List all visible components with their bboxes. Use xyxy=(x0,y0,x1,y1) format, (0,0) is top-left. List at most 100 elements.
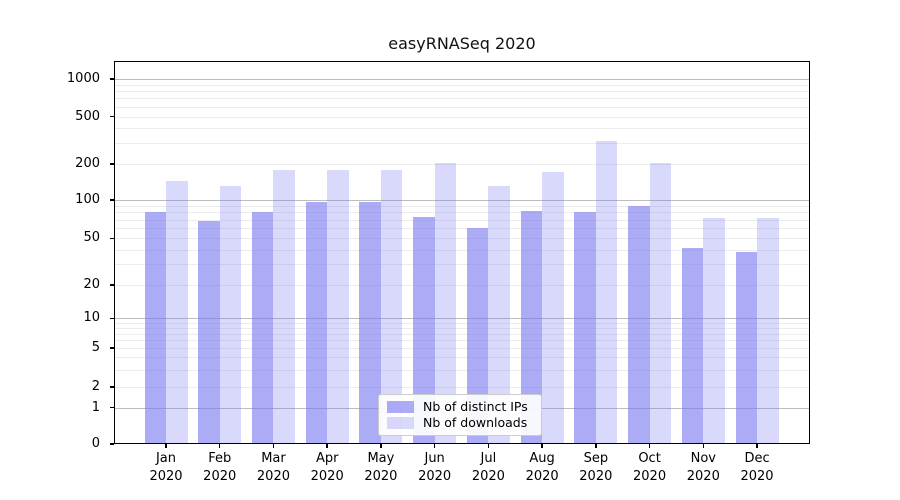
bar-downloads-dec xyxy=(757,218,779,444)
chart-title: easyRNASeq 2020 xyxy=(388,34,536,53)
x-tick-mark xyxy=(272,444,275,448)
y-tick-label: 100 xyxy=(75,192,100,207)
major-gridline xyxy=(114,200,810,201)
x-tick-label-aug: Aug 2020 xyxy=(525,451,559,484)
minor-gridline xyxy=(114,164,810,165)
minor-gridline xyxy=(114,333,810,335)
bar-distinct-ips-nov xyxy=(681,248,704,444)
y-tick-label: 0 xyxy=(91,436,100,451)
bar-distinct-ips-feb xyxy=(198,221,220,444)
minor-gridline xyxy=(114,228,810,230)
x-tick-mark xyxy=(595,444,597,448)
x-tick-mark xyxy=(541,444,543,448)
bar-downloads-aug xyxy=(542,172,564,444)
plot-area xyxy=(114,61,810,444)
x-tick-label-jan: Jan 2020 xyxy=(149,451,183,484)
bar-distinct-ips-apr xyxy=(305,202,328,444)
minor-gridline xyxy=(114,116,810,118)
legend-item-distinct-ips: Nb of distinct IPs xyxy=(387,398,533,414)
minor-gridline xyxy=(114,143,810,145)
x-tick-label-mar: Mar 2020 xyxy=(256,451,290,484)
bar-distinct-ips-mar xyxy=(251,212,274,444)
minor-gridline xyxy=(114,219,810,221)
bar-downloads-jun xyxy=(434,162,457,444)
x-tick-mark xyxy=(219,444,221,448)
y-tick-label: 1 xyxy=(91,399,100,415)
y-tick-label: 1000 xyxy=(66,71,100,86)
y-tick-label: 10 xyxy=(83,310,100,326)
major-gridline xyxy=(114,79,810,80)
x-tick-label-apr: Apr 2020 xyxy=(310,451,344,484)
minor-gridline xyxy=(114,369,810,371)
bar-distinct-ips-jun xyxy=(413,216,435,444)
x-tick-mark xyxy=(756,444,758,448)
y-tick-mark xyxy=(109,199,114,201)
minor-gridline xyxy=(114,357,810,359)
legend-item-downloads: Nb of downloads xyxy=(387,416,533,430)
x-tick-label-feb: Feb 2020 xyxy=(203,451,237,484)
x-tick-label-dec: Dec 2020 xyxy=(740,451,774,484)
y-tick-label: 200 xyxy=(75,156,100,171)
bar-downloads-apr xyxy=(327,170,349,444)
legend: Nb of distinct IPs Nb of downloads xyxy=(378,394,542,436)
bar-downloads-sep xyxy=(595,141,618,444)
x-tick-label-sep: Sep 2020 xyxy=(579,451,613,484)
minor-gridline xyxy=(114,84,810,86)
minor-gridline xyxy=(114,212,810,214)
minor-gridline xyxy=(114,91,810,93)
y-tick-mark xyxy=(109,407,114,409)
y-tick-mark xyxy=(109,443,114,445)
minor-gridline xyxy=(114,285,810,286)
minor-gridline xyxy=(114,249,810,251)
x-tick-mark xyxy=(433,444,436,448)
legend-swatch-distinct-ips xyxy=(387,400,414,413)
bar-distinct-ips-aug xyxy=(520,210,543,444)
x-tick-mark xyxy=(380,444,382,448)
minor-gridline xyxy=(114,322,810,324)
x-tick-mark xyxy=(326,444,328,448)
y-tick-mark xyxy=(109,284,114,286)
x-tick-label-jun: Jun 2020 xyxy=(418,451,452,484)
legend-swatch-downloads xyxy=(387,417,414,430)
major-gridline xyxy=(114,318,810,320)
minor-gridline xyxy=(114,340,810,342)
bar-distinct-ips-jan xyxy=(144,212,166,444)
y-tick-mark xyxy=(109,317,114,319)
y-tick-label: 50 xyxy=(83,230,100,246)
legend-label-distinct-ips: Nb of distinct IPs xyxy=(423,398,528,414)
y-tick-mark xyxy=(109,116,114,118)
y-tick-label: 20 xyxy=(83,277,100,292)
bar-downloads-nov xyxy=(703,218,725,444)
minor-gridline xyxy=(114,348,810,349)
x-tick-mark xyxy=(702,444,704,448)
bar-distinct-ips-may xyxy=(359,202,381,444)
minor-gridline xyxy=(114,264,810,266)
y-tick-label: 5 xyxy=(91,340,100,355)
minor-gridline xyxy=(114,387,810,388)
bar-distinct-ips-oct xyxy=(628,206,650,444)
minor-gridline xyxy=(114,106,810,108)
minor-gridline xyxy=(114,205,810,207)
x-tick-mark xyxy=(648,444,651,448)
bar-distinct-ips-sep xyxy=(574,211,596,444)
y-tick-mark xyxy=(109,78,114,80)
x-tick-label-may: May 2020 xyxy=(364,451,398,484)
minor-gridline xyxy=(114,128,810,130)
minor-gridline xyxy=(114,98,810,100)
y-tick-mark xyxy=(109,163,114,165)
bar-distinct-ips-jul xyxy=(466,228,489,444)
x-tick-label-oct: Oct 2020 xyxy=(633,451,667,484)
y-tick-mark xyxy=(109,386,114,388)
bar-downloads-oct xyxy=(649,163,672,444)
y-tick-label: 500 xyxy=(75,108,100,124)
bar-downloads-may xyxy=(380,170,403,444)
bar-distinct-ips-dec xyxy=(735,252,758,444)
x-tick-label-nov: Nov 2020 xyxy=(686,451,720,484)
bar-downloads-mar xyxy=(273,170,295,444)
legend-label-downloads: Nb of downloads xyxy=(423,415,528,431)
y-tick-mark xyxy=(109,347,114,349)
x-tick-mark xyxy=(165,444,167,448)
x-tick-label-jul: Jul 2020 xyxy=(471,451,505,484)
y-tick-label: 2 xyxy=(91,379,100,394)
